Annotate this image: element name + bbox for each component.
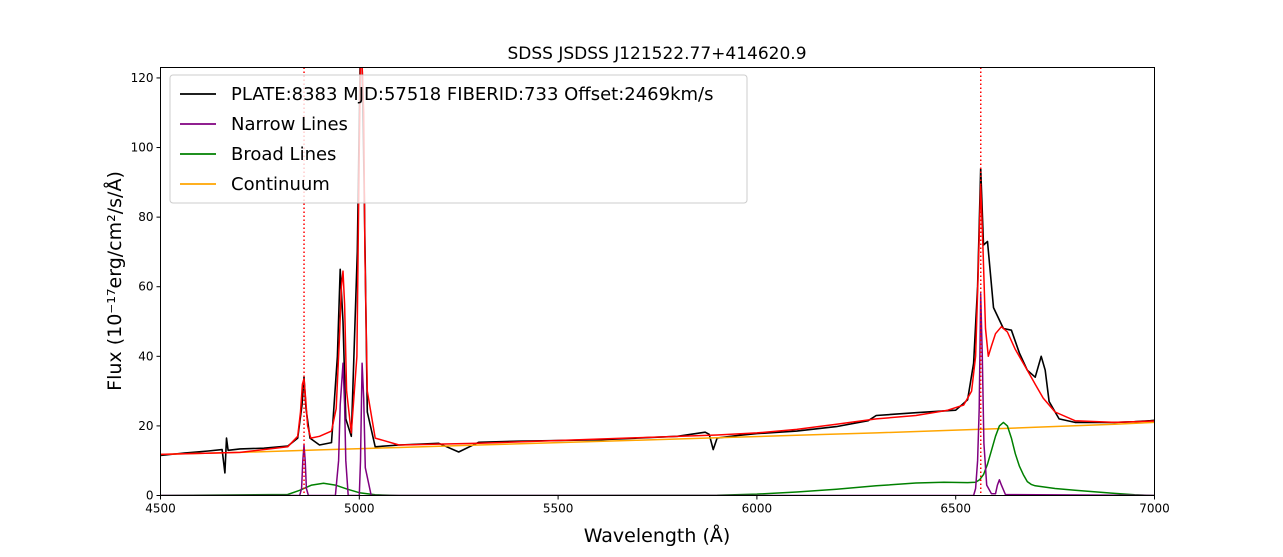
plot-area <box>160 67 1155 496</box>
legend: PLATE:8383 MJD:57518 FIBERID:733 Offset:… <box>169 74 748 204</box>
series-line-broad-lines <box>160 421 1155 496</box>
x-tick-label: 7000 <box>1139 502 1170 516</box>
legend-entry: Continuum <box>231 174 330 195</box>
y-tick-label: 100 <box>131 141 154 155</box>
series-line-model-fit <box>160 67 1155 456</box>
x-tick-label: 6000 <box>742 502 773 516</box>
y-axis: 0 20 40 60 80 100 120 <box>131 71 161 503</box>
x-tick-label: 6500 <box>940 502 971 516</box>
x-tick-label: 4500 <box>145 502 176 516</box>
y-tick-label: 120 <box>131 71 154 85</box>
y-tick-label: 80 <box>138 210 153 224</box>
x-tick-label: 5500 <box>543 502 574 516</box>
legend-entry: Broad Lines <box>231 144 336 165</box>
legend-entry: Narrow Lines <box>231 114 348 135</box>
legend-entry: PLATE:8383 MJD:57518 FIBERID:733 Offset:… <box>231 84 713 105</box>
y-tick-label: 60 <box>138 280 153 294</box>
y-tick-label: 0 <box>146 489 154 503</box>
series-line-continuum <box>160 421 1155 456</box>
x-axis: 4500 5000 5500 6000 6500 7000 <box>145 495 1170 516</box>
y-axis-label: Flux (10⁻¹⁷erg/cm²/s/Å) <box>103 171 126 391</box>
x-axis-label: Wavelength (Å) <box>584 524 731 547</box>
chart-title: SDSS JSDSS J121522.77+414620.9 <box>507 44 806 64</box>
plot-frame <box>160 67 1155 496</box>
y-tick-label: 40 <box>138 349 153 363</box>
x-tick-label: 5000 <box>344 502 375 516</box>
legend-box <box>169 74 748 204</box>
y-tick-label: 20 <box>138 419 153 433</box>
series-line-narrow-lines <box>160 292 1155 496</box>
